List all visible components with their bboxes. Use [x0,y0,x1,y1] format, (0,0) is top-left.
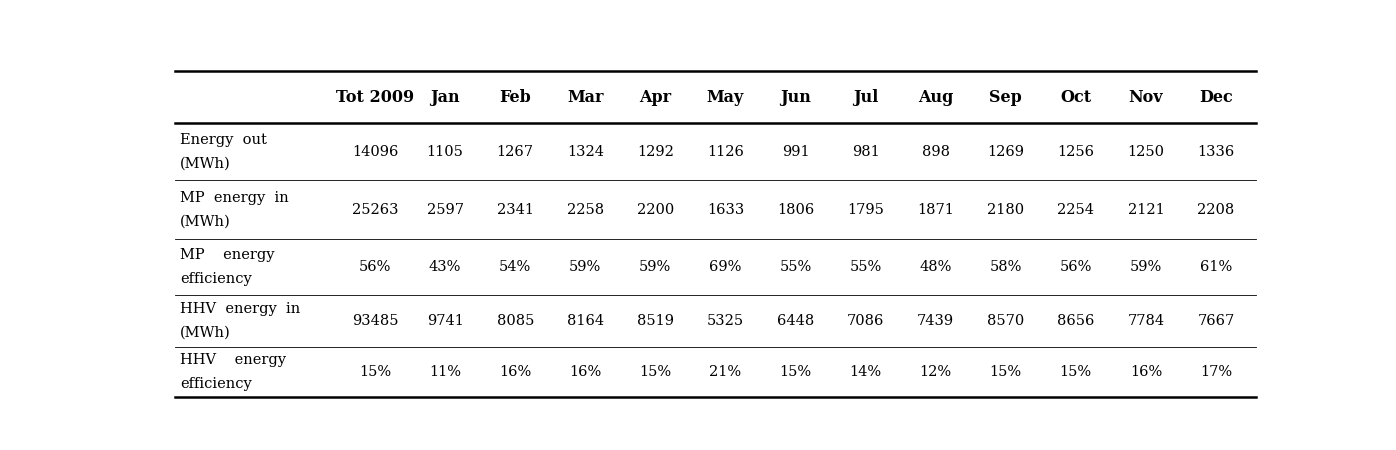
Text: 1250: 1250 [1128,145,1164,159]
Text: 7667: 7667 [1198,314,1234,328]
Text: 5325: 5325 [706,314,744,328]
Text: efficiency: efficiency [180,272,251,286]
Text: (MWh): (MWh) [180,157,230,171]
Text: 16%: 16% [500,365,532,379]
Text: 1806: 1806 [778,203,814,217]
Text: 8570: 8570 [987,314,1025,328]
Text: Jun: Jun [780,89,811,106]
Text: 2597: 2597 [427,203,463,217]
Text: 8085: 8085 [497,314,533,328]
Text: 55%: 55% [779,260,811,274]
Text: MP  energy  in: MP energy in [180,191,289,205]
Text: 7784: 7784 [1128,314,1164,328]
Text: MP    energy: MP energy [180,248,275,262]
Text: 1126: 1126 [706,145,744,159]
Text: Oct: Oct [1060,89,1092,106]
Text: (MWh): (MWh) [180,326,230,340]
Text: 7086: 7086 [847,314,884,328]
Text: 16%: 16% [1129,365,1161,379]
Text: 2258: 2258 [567,203,604,217]
Text: HHV    energy: HHV energy [180,353,286,367]
Text: Nov: Nov [1128,89,1163,106]
Text: 1871: 1871 [917,203,953,217]
Text: HHV  energy  in: HHV energy in [180,302,300,316]
Text: 61%: 61% [1199,260,1233,274]
Text: Jul: Jul [853,89,878,106]
Text: 1269: 1269 [987,145,1025,159]
Text: 9741: 9741 [427,314,463,328]
Text: 8656: 8656 [1057,314,1094,328]
Text: 15%: 15% [1060,365,1092,379]
Text: 981: 981 [852,145,879,159]
Text: 2208: 2208 [1198,203,1234,217]
Text: 59%: 59% [1129,260,1161,274]
Text: 59%: 59% [570,260,602,274]
Text: 21%: 21% [709,365,741,379]
Text: 17%: 17% [1201,365,1233,379]
Text: 59%: 59% [639,260,671,274]
Text: 7439: 7439 [917,314,955,328]
Text: Apr: Apr [639,89,671,106]
Text: 8164: 8164 [567,314,604,328]
Text: 1267: 1267 [497,145,533,159]
Text: Dec: Dec [1199,89,1233,106]
Text: 1292: 1292 [637,145,674,159]
Text: 25263: 25263 [352,203,398,217]
Text: 54%: 54% [500,260,532,274]
Text: Tot 2009: Tot 2009 [336,89,415,106]
Text: Aug: Aug [919,89,953,106]
Text: (MWh): (MWh) [180,215,230,229]
Text: Jan: Jan [430,89,459,106]
Text: 1336: 1336 [1198,145,1234,159]
Text: 1795: 1795 [847,203,884,217]
Text: Mar: Mar [567,89,603,106]
Text: 8519: 8519 [637,314,674,328]
Text: 2180: 2180 [987,203,1025,217]
Text: 15%: 15% [359,365,391,379]
Text: 11%: 11% [429,365,461,379]
Text: 1105: 1105 [427,145,463,159]
Text: 43%: 43% [429,260,461,274]
Text: 6448: 6448 [778,314,814,328]
Text: 16%: 16% [570,365,602,379]
Text: 69%: 69% [709,260,741,274]
Text: 2200: 2200 [637,203,674,217]
Text: 1633: 1633 [706,203,744,217]
Text: 1256: 1256 [1057,145,1094,159]
Text: 2121: 2121 [1128,203,1164,217]
Text: 2254: 2254 [1057,203,1094,217]
Text: 15%: 15% [990,365,1022,379]
Text: Sep: Sep [990,89,1022,106]
Text: 2341: 2341 [497,203,533,217]
Text: 55%: 55% [849,260,882,274]
Text: 93485: 93485 [352,314,398,328]
Text: efficiency: efficiency [180,377,251,391]
Text: 14%: 14% [850,365,882,379]
Text: 1324: 1324 [567,145,604,159]
Text: 56%: 56% [1060,260,1092,274]
Text: May: May [706,89,744,106]
Text: 48%: 48% [920,260,952,274]
Text: 56%: 56% [359,260,391,274]
Text: Feb: Feb [500,89,530,106]
Text: 991: 991 [782,145,810,159]
Text: 898: 898 [921,145,949,159]
Text: 15%: 15% [639,365,671,379]
Text: 12%: 12% [920,365,952,379]
Text: 15%: 15% [779,365,811,379]
Text: Energy  out: Energy out [180,133,267,147]
Text: 58%: 58% [990,260,1022,274]
Text: 14096: 14096 [352,145,398,159]
